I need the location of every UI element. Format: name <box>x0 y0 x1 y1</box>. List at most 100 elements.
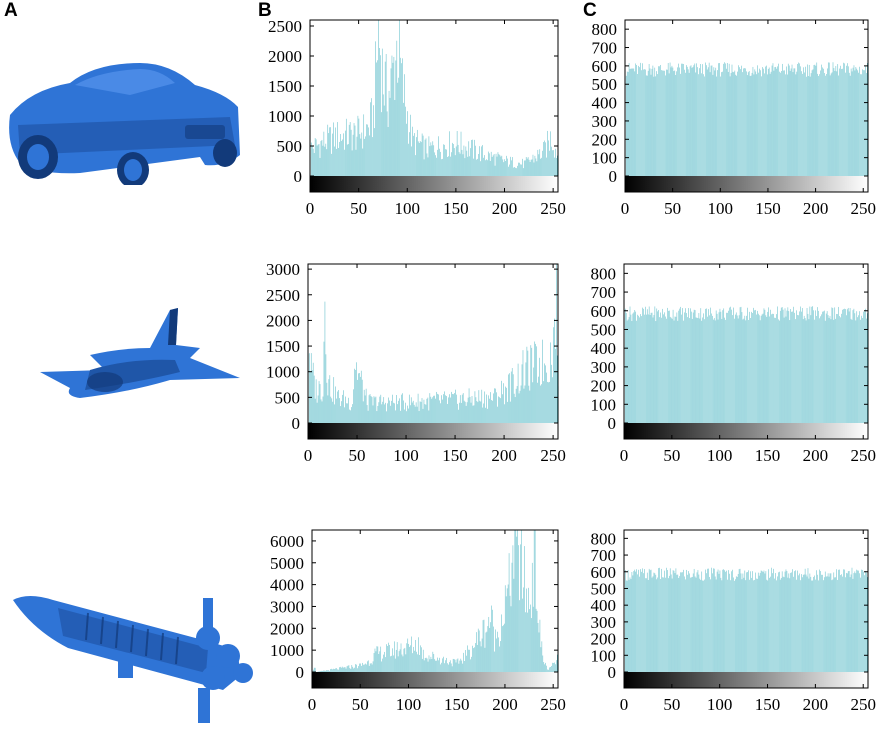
histogram-bar <box>836 569 837 672</box>
histogram-bar <box>804 72 805 176</box>
histogram-bar <box>480 646 482 672</box>
histogram-bar <box>421 133 423 176</box>
histogram-bar <box>664 70 665 176</box>
histogram-bar <box>728 63 730 177</box>
histogram-bar <box>353 668 355 672</box>
histogram-bar <box>397 656 399 672</box>
histogram-bar <box>423 399 425 423</box>
histogram-bar <box>432 651 434 672</box>
histogram-bar <box>522 158 523 176</box>
histogram-bar <box>765 571 767 672</box>
histogram-bar <box>391 655 392 672</box>
histogram-bar <box>426 153 428 176</box>
histogram-bar <box>779 310 781 423</box>
x-tick-label: 100 <box>395 199 421 218</box>
histogram-bar <box>383 397 385 423</box>
histogram-bar <box>846 309 848 423</box>
histogram-bar <box>405 106 406 176</box>
histogram-bar <box>424 404 426 423</box>
histogram-bar <box>730 580 731 672</box>
histogram-bar <box>742 319 744 423</box>
histogram-bar <box>670 67 672 176</box>
histogram-bar <box>766 74 768 176</box>
x-tick-label: 250 <box>850 446 876 465</box>
histogram-bar <box>766 316 768 423</box>
histogram-bar <box>855 573 857 672</box>
histogram-bar <box>555 148 556 176</box>
histogram-bar <box>690 577 691 672</box>
histogram-bar <box>445 660 446 672</box>
histogram-bar <box>356 136 358 176</box>
histogram-bar <box>867 63 868 176</box>
histogram-bar <box>725 63 726 176</box>
histogram-bar <box>722 569 724 672</box>
histogram-bar <box>659 317 660 423</box>
histogram-bar <box>350 410 351 423</box>
histogram-bar <box>744 315 746 423</box>
histogram-bar <box>360 370 362 423</box>
histogram-bar <box>676 312 678 423</box>
histogram-bar <box>728 570 729 672</box>
rocket-model-icon <box>13 596 253 723</box>
histogram-bar <box>484 155 485 176</box>
histogram-bar <box>863 70 864 176</box>
histogram-bar <box>418 637 419 672</box>
histogram-bar <box>738 65 739 176</box>
y-tick-label: 600 <box>591 563 617 582</box>
histogram-bar <box>772 573 773 672</box>
histogram-bar <box>378 20 379 176</box>
histogram-bar <box>536 610 538 672</box>
histogram-bar <box>444 391 445 423</box>
histogram-bar <box>771 65 773 176</box>
histogram-bar <box>640 569 641 672</box>
x-tick-label: 0 <box>308 695 317 714</box>
histogram-bar <box>827 62 829 176</box>
histogram-bar <box>763 68 764 176</box>
histogram-bar <box>662 577 663 672</box>
histogram-bar <box>431 398 433 423</box>
histogram-bar <box>852 578 854 672</box>
histogram-bar <box>442 399 443 423</box>
histogram-bar <box>386 644 387 672</box>
histogram-bar <box>403 102 404 176</box>
histogram-bar <box>354 368 355 423</box>
histogram-bar <box>814 575 815 672</box>
histogram-bar <box>709 576 710 672</box>
histogram-bar <box>319 384 321 423</box>
histogram-bar <box>694 576 696 672</box>
histogram-bar <box>553 662 554 672</box>
histogram-bar <box>744 68 745 176</box>
histogram-bar <box>777 66 778 176</box>
histogram-bar <box>735 576 737 672</box>
histogram-bar <box>850 318 852 423</box>
histogram-bar <box>653 315 655 423</box>
histogram-bar <box>630 579 632 672</box>
histogram-bar <box>375 651 377 672</box>
histogram-bar <box>811 306 813 423</box>
histogram-bar <box>499 646 500 672</box>
histogram-bar <box>802 319 804 423</box>
histogram-bar <box>860 319 861 423</box>
histogram-bar <box>372 137 373 176</box>
histogram-bar <box>848 570 850 672</box>
histogram-bar <box>403 648 405 672</box>
histogram-bar <box>389 400 390 423</box>
histogram-bar <box>743 577 745 672</box>
histogram-bar <box>686 569 687 672</box>
histogram-bar <box>656 308 658 423</box>
histogram-bar <box>347 144 349 176</box>
histogram-bar <box>320 399 322 423</box>
y-tick-label: 200 <box>591 630 617 649</box>
histogram-bar <box>471 396 473 423</box>
histogram-bar <box>371 397 373 423</box>
histogram-bar <box>845 309 846 423</box>
histogram-bar <box>474 139 475 176</box>
histogram-bar <box>726 62 728 176</box>
histogram-bar <box>716 313 718 423</box>
histogram-bar <box>753 580 754 672</box>
histogram-bar <box>420 142 422 176</box>
histogram-bar <box>719 308 721 423</box>
histogram-bar <box>462 393 464 423</box>
histogram-bar <box>651 312 653 423</box>
histogram-bar <box>779 71 780 176</box>
